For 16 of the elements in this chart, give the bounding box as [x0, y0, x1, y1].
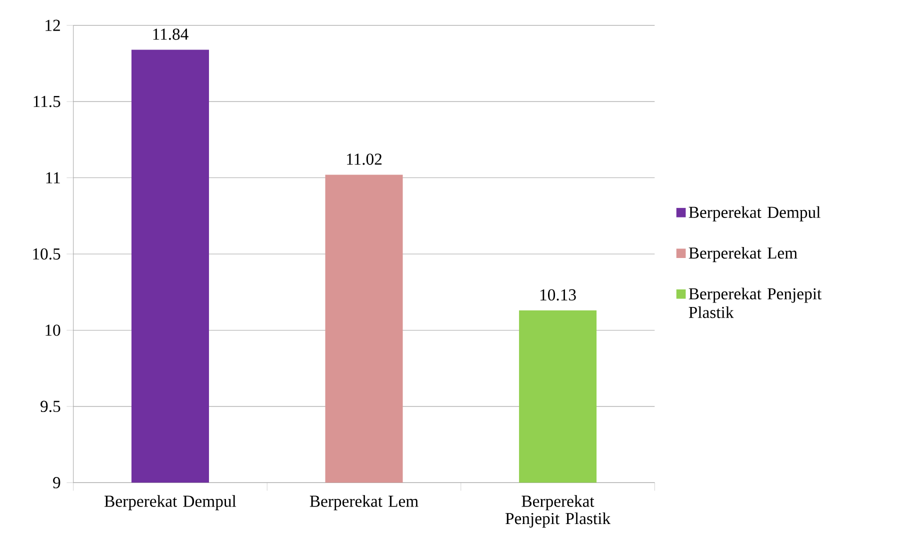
y-tick-label: 11.5 — [34, 96, 60, 108]
y-tick-label: 11 — [46, 172, 60, 184]
y-tick-label: 9.5 — [40, 400, 60, 412]
y-tick-label: 9 — [53, 476, 60, 488]
legend-label: Berperekat Penjepit Plastik — [688, 288, 822, 318]
y-tick-label: 10.5 — [33, 248, 60, 260]
legend-label: Berperekat Dempul — [688, 206, 820, 222]
x-tick-label: Berperekat Penjepit Plastik — [505, 494, 611, 528]
data-label: 11.84 — [153, 28, 188, 40]
legend-label: Berperekat Lem — [688, 246, 798, 262]
y-tick-label: 12 — [46, 20, 60, 31]
data-label: 11.02 — [347, 153, 382, 165]
y-tick-label: 10 — [46, 324, 60, 336]
data-label: 10.13 — [540, 289, 576, 300]
x-tick-label: Berperekat Dempul — [104, 494, 236, 510]
x-tick-label: Berperekat Lem — [310, 494, 418, 510]
